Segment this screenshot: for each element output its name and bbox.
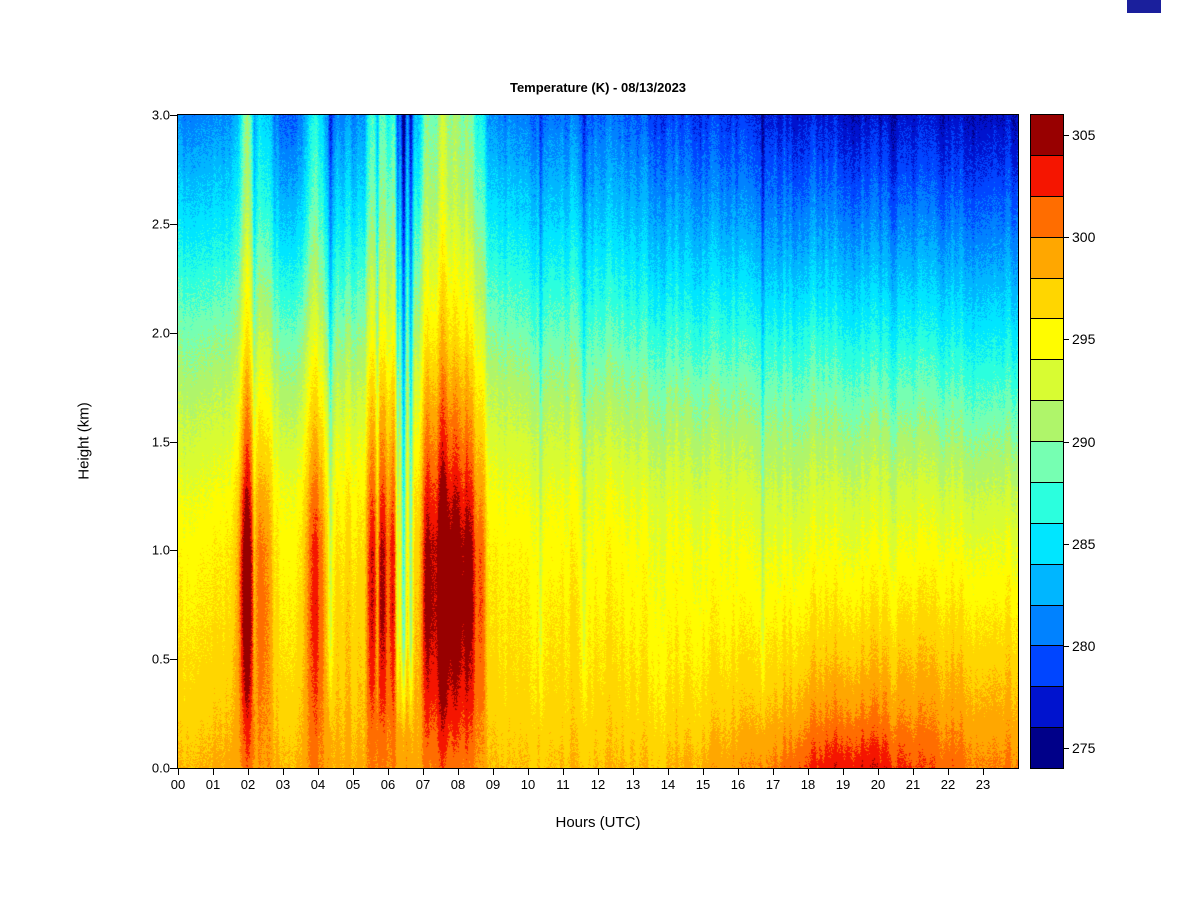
colorbar-tick-mark bbox=[1063, 747, 1069, 749]
x-tick-label: 17 bbox=[765, 777, 781, 792]
x-tick-label: 10 bbox=[520, 777, 536, 792]
colorbar-segment bbox=[1031, 686, 1063, 728]
x-tick-mark bbox=[528, 769, 529, 775]
x-tick-mark bbox=[773, 769, 774, 775]
x-tick-label: 21 bbox=[905, 777, 921, 792]
colorbar-tick-mark bbox=[1063, 441, 1069, 443]
x-tick-label: 16 bbox=[730, 777, 746, 792]
x-tick-mark bbox=[948, 769, 949, 775]
y-tick-label: 0.5 bbox=[151, 651, 170, 667]
x-tick-mark bbox=[668, 769, 669, 775]
y-tick-label: 3.0 bbox=[151, 107, 170, 123]
x-tick-mark bbox=[353, 769, 354, 775]
chart-title: Temperature (K) - 08/13/2023 bbox=[509, 80, 687, 95]
colorbar-segment bbox=[1031, 563, 1063, 605]
x-tick-label: 03 bbox=[275, 777, 291, 792]
y-tick-mark bbox=[170, 441, 177, 443]
colorbar-segment bbox=[1031, 236, 1063, 278]
x-tick-mark bbox=[808, 769, 809, 775]
x-tick-label: 12 bbox=[590, 777, 606, 792]
x-tick-label: 08 bbox=[450, 777, 466, 792]
x-tick-label: 00 bbox=[170, 777, 186, 792]
colorbar-tick-mark bbox=[1063, 135, 1069, 137]
x-tick-mark bbox=[913, 769, 914, 775]
colorbar-segment bbox=[1031, 481, 1063, 523]
colorbar-segment bbox=[1031, 154, 1063, 196]
x-tick-mark bbox=[878, 769, 879, 775]
x-tick-mark bbox=[248, 769, 249, 775]
y-tick-mark bbox=[170, 115, 177, 116]
y-tick-mark bbox=[170, 223, 177, 225]
colorbar-segment bbox=[1031, 195, 1063, 237]
colorbar-label: 290 bbox=[1072, 433, 1096, 450]
y-tick-label: 2.5 bbox=[151, 216, 170, 232]
y-tick-mark bbox=[170, 659, 177, 661]
x-tick-label: 06 bbox=[380, 777, 396, 792]
x-tick-label: 05 bbox=[345, 777, 361, 792]
x-tick-mark bbox=[843, 769, 844, 775]
x-tick-mark bbox=[598, 769, 599, 775]
colorbar-label: 295 bbox=[1072, 331, 1096, 348]
x-tick-label: 15 bbox=[695, 777, 711, 792]
colorbar-segment bbox=[1031, 522, 1063, 564]
y-tick-label: 1.0 bbox=[151, 542, 170, 558]
y-tick-mark bbox=[170, 332, 177, 334]
colorbar-label: 285 bbox=[1072, 535, 1096, 552]
x-tick-label: 01 bbox=[205, 777, 221, 792]
x-tick-label: 22 bbox=[940, 777, 956, 792]
x-tick-mark bbox=[633, 769, 634, 775]
colorbar-tick-mark bbox=[1063, 339, 1069, 341]
x-tick-mark bbox=[423, 769, 424, 775]
colorbar-segment bbox=[1031, 645, 1063, 687]
x-tick-label: 13 bbox=[625, 777, 641, 792]
x-tick-mark bbox=[983, 769, 984, 775]
colorbar-segment bbox=[1031, 359, 1063, 401]
x-tick-mark bbox=[318, 769, 319, 775]
x-tick-label: 07 bbox=[415, 777, 431, 792]
colorbar-segment bbox=[1031, 727, 1063, 768]
x-tick-label: 18 bbox=[800, 777, 816, 792]
x-tick-label: 09 bbox=[485, 777, 501, 792]
y-tick-label: 0.0 bbox=[151, 760, 170, 776]
x-tick-mark bbox=[738, 769, 739, 775]
x-tick-label: 20 bbox=[870, 777, 886, 792]
x-tick-label: 04 bbox=[310, 777, 326, 792]
colorbar-tick-mark bbox=[1063, 543, 1069, 545]
colorbar-segment bbox=[1031, 277, 1063, 319]
colorbar-tick-mark bbox=[1063, 237, 1069, 239]
y-axis-label: Height (km) bbox=[75, 402, 93, 480]
x-tick-mark bbox=[458, 769, 459, 775]
colorbar-label: 305 bbox=[1072, 127, 1096, 144]
colorbar-tick-mark bbox=[1063, 645, 1069, 647]
colorbar-label: 300 bbox=[1072, 229, 1096, 246]
y-tick-mark bbox=[170, 768, 177, 769]
colorbar-segment bbox=[1031, 441, 1063, 482]
colorbar-label: 275 bbox=[1072, 739, 1096, 756]
x-tick-label: 19 bbox=[835, 777, 851, 792]
colorbar-segment bbox=[1031, 318, 1063, 360]
y-tick-label: 1.5 bbox=[151, 434, 170, 449]
x-tick-mark bbox=[493, 769, 494, 775]
x-tick-mark bbox=[213, 769, 214, 775]
x-tick-mark bbox=[703, 769, 704, 775]
top-right-artifact bbox=[1127, 0, 1161, 13]
x-axis-label: Hours (UTC) bbox=[555, 814, 641, 831]
x-tick-mark bbox=[178, 769, 179, 775]
y-tick-label: 2.0 bbox=[151, 325, 170, 341]
colorbar-label: 280 bbox=[1072, 637, 1096, 654]
colorbar-segment bbox=[1031, 604, 1063, 646]
x-tick-label: 14 bbox=[660, 777, 676, 792]
colorbar bbox=[1030, 114, 1064, 769]
x-tick-label: 23 bbox=[975, 777, 991, 792]
colorbar-segment bbox=[1031, 115, 1063, 155]
x-tick-label: 02 bbox=[240, 777, 256, 792]
x-tick-mark bbox=[388, 769, 389, 775]
y-tick-mark bbox=[170, 550, 177, 552]
x-tick-mark bbox=[283, 769, 284, 775]
colorbar-segment bbox=[1031, 400, 1063, 441]
x-tick-label: 11 bbox=[556, 777, 570, 792]
x-tick-mark bbox=[563, 769, 564, 775]
heatmap-canvas bbox=[177, 114, 1019, 769]
